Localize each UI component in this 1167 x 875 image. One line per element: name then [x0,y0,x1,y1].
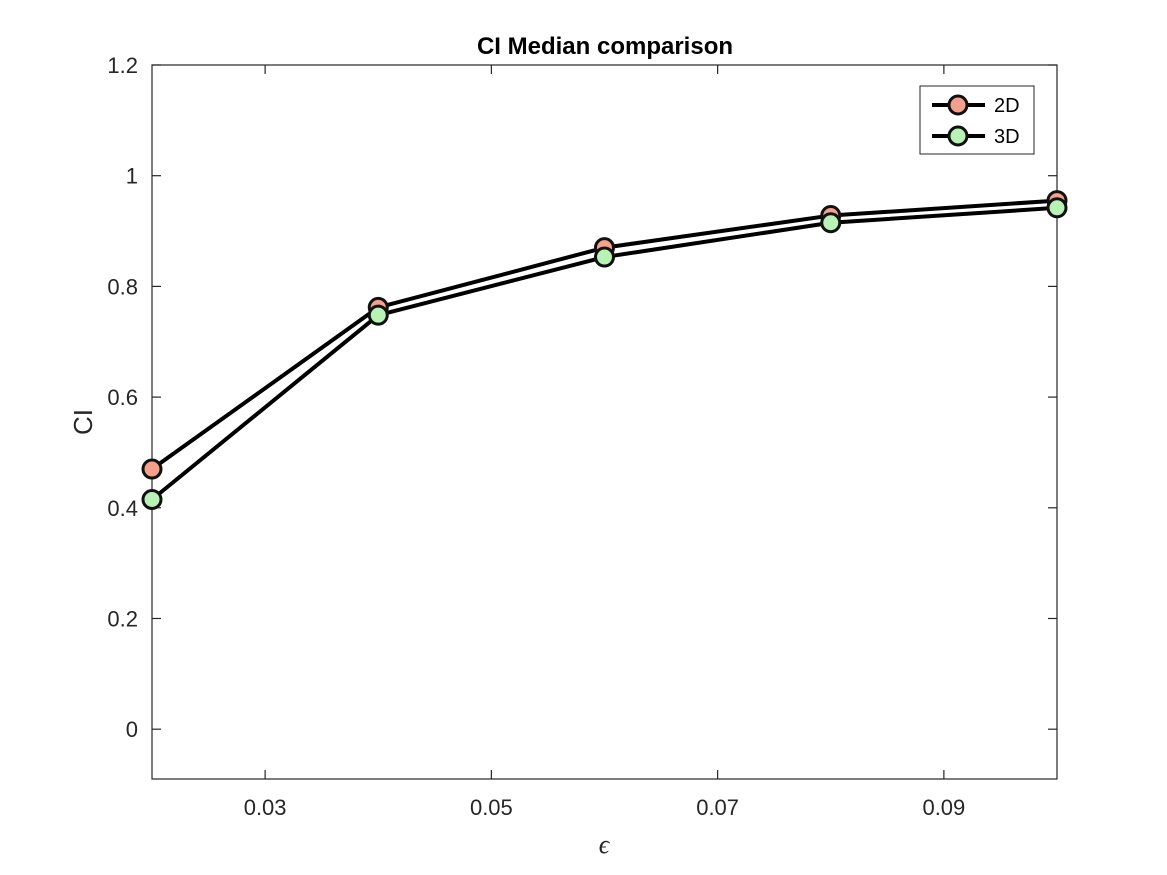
axes-box [151,64,1058,780]
legend-label-2D: 2D [994,95,1020,117]
y-tick-label: 0.4 [107,496,138,521]
y-axis: 0 0.2 0.4 0.6 0.8 1 1.2 [107,53,1057,742]
x-axis: 0.03 0.05 0.07 0.09 [244,65,965,820]
data-point-3D [1046,197,1068,219]
x-tick-label: 0.09 [922,795,965,820]
legend-marker-3D [947,125,969,147]
legend-box [919,85,1035,155]
y-tick-label: 0.2 [107,606,138,631]
legend-marker-2D [947,94,969,116]
data-point-3D [141,488,163,510]
y-tick-label: 0.8 [107,274,138,299]
chart-title: CI Median comparison [477,33,733,60]
data-point-3D [594,246,615,268]
y-tick-label: 0 [126,717,138,742]
x-axis-label: ϵ [599,830,611,859]
y-axis-label: CI [68,409,98,435]
data-point-3D [367,304,389,326]
plot-area [151,64,1058,780]
data-point-2D [141,458,163,480]
x-tick-label: 0.03 [244,795,287,820]
series-layer [141,190,1068,510]
series-3D [141,197,1068,510]
data-point-3D [820,212,842,234]
legend-label-3D: 3D [994,126,1020,148]
y-tick-label: 1.2 [107,53,138,78]
x-tick-label: 0.07 [696,795,739,820]
y-tick-label: 0.6 [107,385,138,410]
y-tick-label: 1 [126,164,138,189]
x-tick-label: 0.05 [470,795,513,820]
